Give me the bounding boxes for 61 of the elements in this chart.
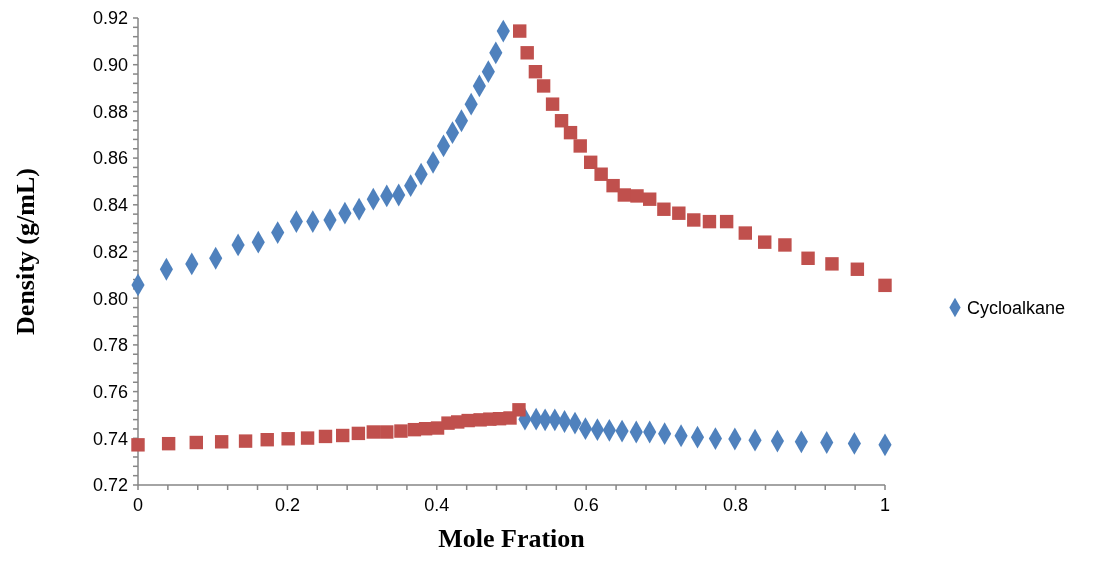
point — [238, 434, 253, 448]
point — [642, 192, 657, 206]
y-tick-label: 0.84 — [92, 195, 128, 216]
point — [214, 435, 229, 449]
y-tick-label: 0.82 — [92, 241, 128, 262]
y-tick-label: 0.76 — [92, 381, 128, 402]
point — [161, 436, 176, 451]
point — [189, 435, 203, 450]
point — [702, 214, 717, 229]
y-tick-label: 0.80 — [92, 288, 128, 309]
y-tick-label: 0.72 — [92, 475, 128, 496]
point — [351, 426, 366, 441]
point — [318, 429, 333, 444]
point — [573, 139, 587, 153]
point — [131, 438, 145, 452]
point — [778, 238, 792, 252]
point — [260, 432, 274, 447]
point — [528, 65, 543, 79]
y-tick-label: 0.88 — [92, 101, 128, 122]
point — [850, 262, 865, 276]
y-tick-label: 0.92 — [92, 8, 128, 29]
x-tick-label: 0 — [132, 495, 144, 515]
y-tick-label: 0.78 — [92, 335, 128, 356]
point — [801, 251, 815, 265]
point — [394, 424, 408, 438]
point — [617, 188, 631, 202]
point — [366, 425, 381, 439]
point — [536, 79, 551, 93]
point — [513, 24, 527, 38]
point — [687, 213, 701, 227]
point — [563, 125, 578, 140]
point — [520, 46, 534, 60]
x-tick-label: 0.2 — [274, 495, 300, 515]
x-tick-label: 1 — [879, 495, 891, 515]
point — [630, 189, 644, 203]
point — [545, 97, 560, 111]
point — [300, 431, 315, 445]
point — [825, 257, 839, 271]
x-tick-label: 0.6 — [573, 495, 599, 515]
point — [719, 214, 734, 229]
y-tick-label: 0.86 — [92, 148, 128, 169]
point — [281, 432, 295, 446]
y-tick-label: 0.74 — [92, 428, 128, 449]
point — [657, 202, 671, 216]
x-tick-label: 0.8 — [723, 495, 749, 515]
legend-label: Cycloalkane — [967, 297, 1066, 318]
point — [583, 155, 598, 170]
point — [594, 167, 608, 181]
point — [758, 235, 772, 249]
point — [512, 403, 526, 417]
point — [606, 178, 620, 193]
y-tick-label: 0.90 — [92, 55, 128, 75]
point — [380, 425, 394, 439]
point — [878, 278, 892, 293]
x-axis-title: Mole Fration — [438, 524, 586, 553]
point — [738, 226, 753, 240]
point — [335, 428, 350, 443]
x-tick-label: 0.4 — [424, 495, 450, 515]
y-axis-title: Density (g/mL) — [11, 168, 40, 335]
point — [672, 206, 686, 220]
point — [554, 114, 569, 128]
